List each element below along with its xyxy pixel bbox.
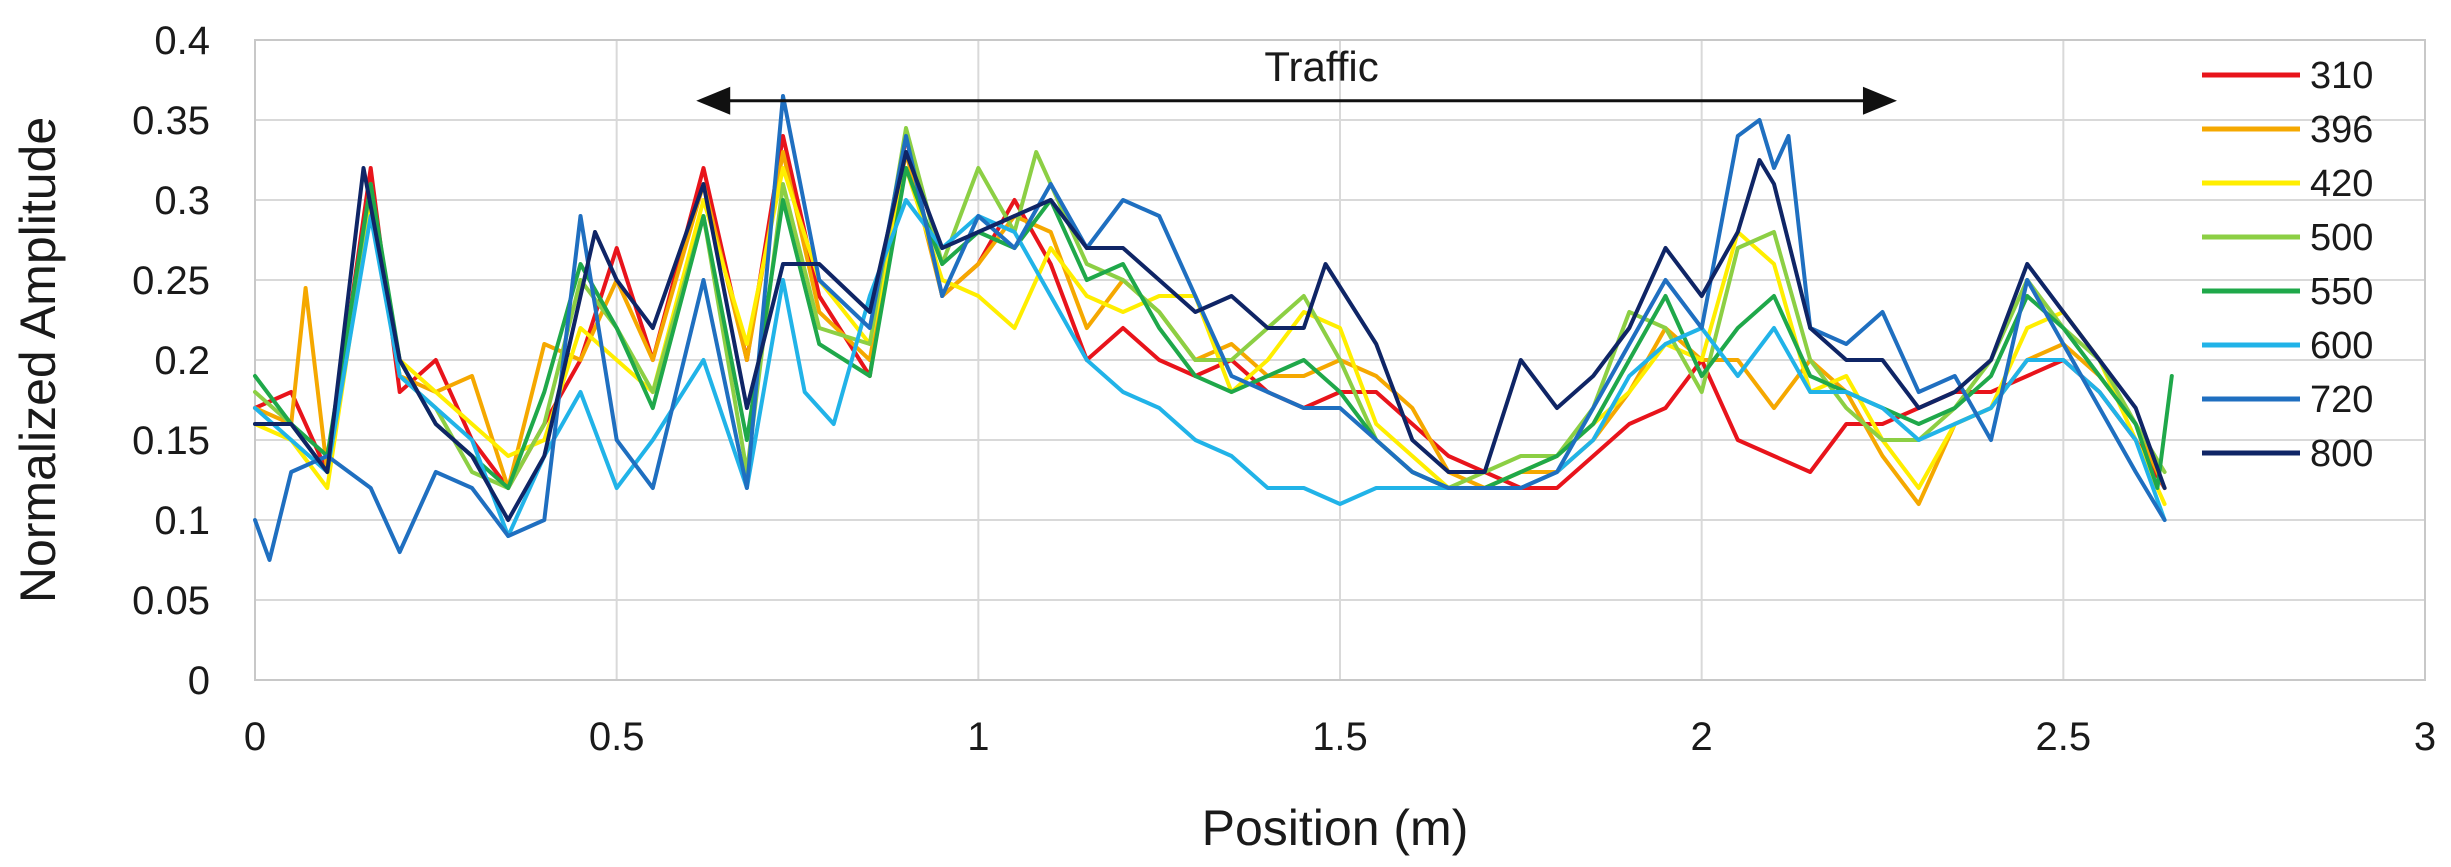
series-line-396 xyxy=(253,150,2167,506)
x-tick-label: 1.5 xyxy=(1312,715,1368,759)
y-tick-label: 0.3 xyxy=(154,179,210,223)
x-tick-label: 1 xyxy=(967,715,989,759)
y-axis-title: Normalized Amplitude xyxy=(10,117,66,603)
legend-label-600: 600 xyxy=(2310,325,2373,367)
legend-label-720: 720 xyxy=(2310,379,2373,421)
traffic-annotation: Traffic xyxy=(696,43,1897,115)
legend-label-396: 396 xyxy=(2310,109,2373,151)
y-tick-label: 0.1 xyxy=(154,499,210,543)
legend-label-420: 420 xyxy=(2310,163,2373,205)
y-tick-label: 0.2 xyxy=(154,339,210,383)
legend: 310 396 420 500 550 600 720 800 xyxy=(2202,55,2373,475)
x-tick-label: 3 xyxy=(2414,715,2436,759)
y-tick-label: 0 xyxy=(188,659,210,703)
traffic-arrow-head-left xyxy=(696,86,731,115)
y-tick-label: 0.05 xyxy=(132,579,210,623)
tick-labels: 0 0.05 0.1 0.15 0.2 0.25 0.3 0.35 0.4 0 0.5 1 1.5 2 2.… xyxy=(132,19,2436,759)
x-axis-title: Position (m) xyxy=(1202,800,1469,856)
legend-label-550: 550 xyxy=(2310,271,2373,313)
y-tick-label: 0.4 xyxy=(154,19,210,63)
legend-label-500: 500 xyxy=(2310,217,2373,259)
series-line-800 xyxy=(253,150,2167,522)
traffic-label: Traffic xyxy=(1264,43,1378,90)
series-line-600 xyxy=(253,198,2167,538)
series-lines xyxy=(253,94,2174,562)
plot-frame xyxy=(254,39,2426,681)
x-tick-label: 2 xyxy=(1691,715,1713,759)
traffic-arrow-head-right xyxy=(1862,86,1897,115)
x-tick-label: 2.5 xyxy=(2036,715,2092,759)
series-line-500 xyxy=(253,126,2167,490)
series-line-420 xyxy=(253,166,2167,506)
series-line-720 xyxy=(253,94,2167,562)
x-tick-label: 0 xyxy=(244,715,266,759)
plot-border xyxy=(254,39,2426,681)
y-tick-label: 0.15 xyxy=(132,419,210,463)
y-tick-label: 0.35 xyxy=(132,99,210,143)
legend-label-800: 800 xyxy=(2310,433,2373,475)
legend-label-310: 310 xyxy=(2310,55,2373,97)
y-tick-label: 0.25 xyxy=(132,259,210,303)
x-tick-label: 0.5 xyxy=(589,715,645,759)
